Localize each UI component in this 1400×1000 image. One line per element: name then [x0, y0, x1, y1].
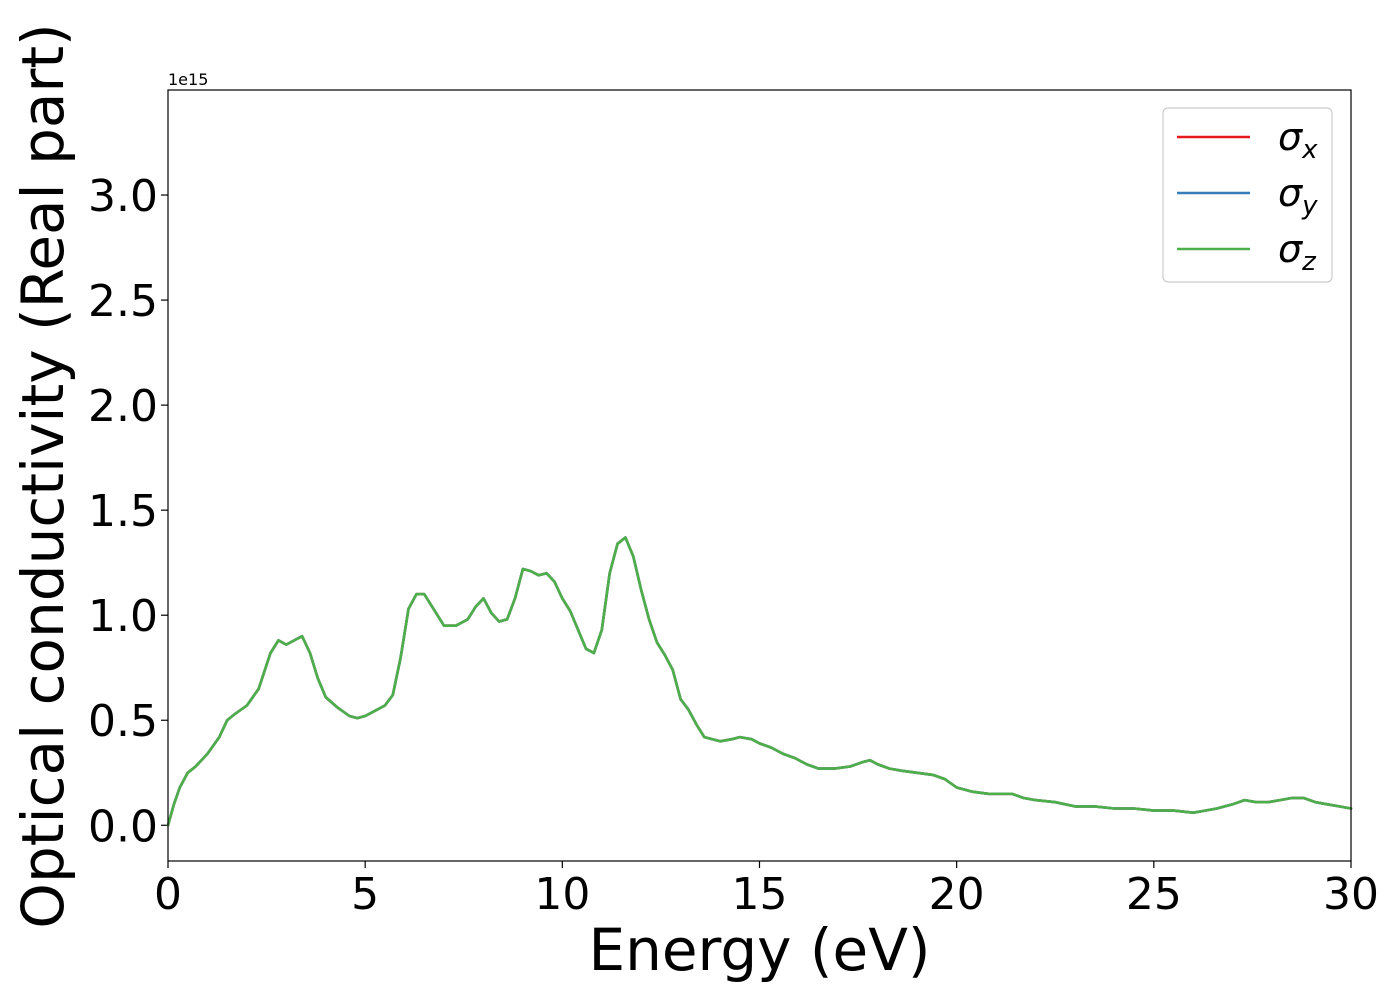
- legend-box: [1162, 107, 1333, 283]
- series-lines: [166, 536, 1353, 827]
- legend-label-sigma-x: σx: [1278, 115, 1318, 165]
- y-tick-label: 2.5: [88, 276, 158, 327]
- x-axis-title: Energy (eV): [588, 916, 930, 984]
- legend-symbol: σ: [1278, 227, 1304, 271]
- y-tick-label: 2.0: [88, 381, 158, 432]
- x-tick-label: 10: [534, 869, 590, 920]
- y-tick-label: 1.0: [88, 591, 158, 642]
- legend-symbol: σ: [1278, 171, 1304, 215]
- x-tick-label: 30: [1323, 869, 1379, 920]
- y-axis-offset-label: 1e15: [168, 70, 208, 89]
- legend-subscript: z: [1301, 247, 1317, 277]
- x-tick-label: 25: [1126, 869, 1182, 920]
- x-tick-label: 0: [154, 869, 182, 920]
- y-tick-label: 1.5: [88, 486, 158, 537]
- x-tick-label: 20: [929, 869, 985, 920]
- legend-symbol: σ: [1278, 115, 1304, 159]
- legend-subscript: y: [1301, 191, 1318, 221]
- y-tick-label: 0.0: [88, 801, 158, 852]
- y-tick-label: 3.0: [88, 171, 158, 222]
- y-axis-ticks: 0.0 0.5 1.0 1.5 2.0 2.5 3.0: [88, 171, 168, 852]
- legend-label-sigma-y: σy: [1278, 171, 1318, 221]
- legend-subscript: x: [1301, 135, 1318, 165]
- x-tick-label: 15: [732, 869, 788, 920]
- series-line-sigma-z: [166, 536, 1353, 827]
- y-tick-label: 0.5: [88, 696, 158, 747]
- x-tick-label: 5: [351, 869, 379, 920]
- plot-frame: [167, 89, 1352, 862]
- legend-label-sigma-z: σz: [1278, 227, 1317, 277]
- y-axis-title: Optical conductivity (Real part): [9, 23, 77, 928]
- x-axis-ticks: 0 5 10 15 20 25 30: [154, 861, 1379, 920]
